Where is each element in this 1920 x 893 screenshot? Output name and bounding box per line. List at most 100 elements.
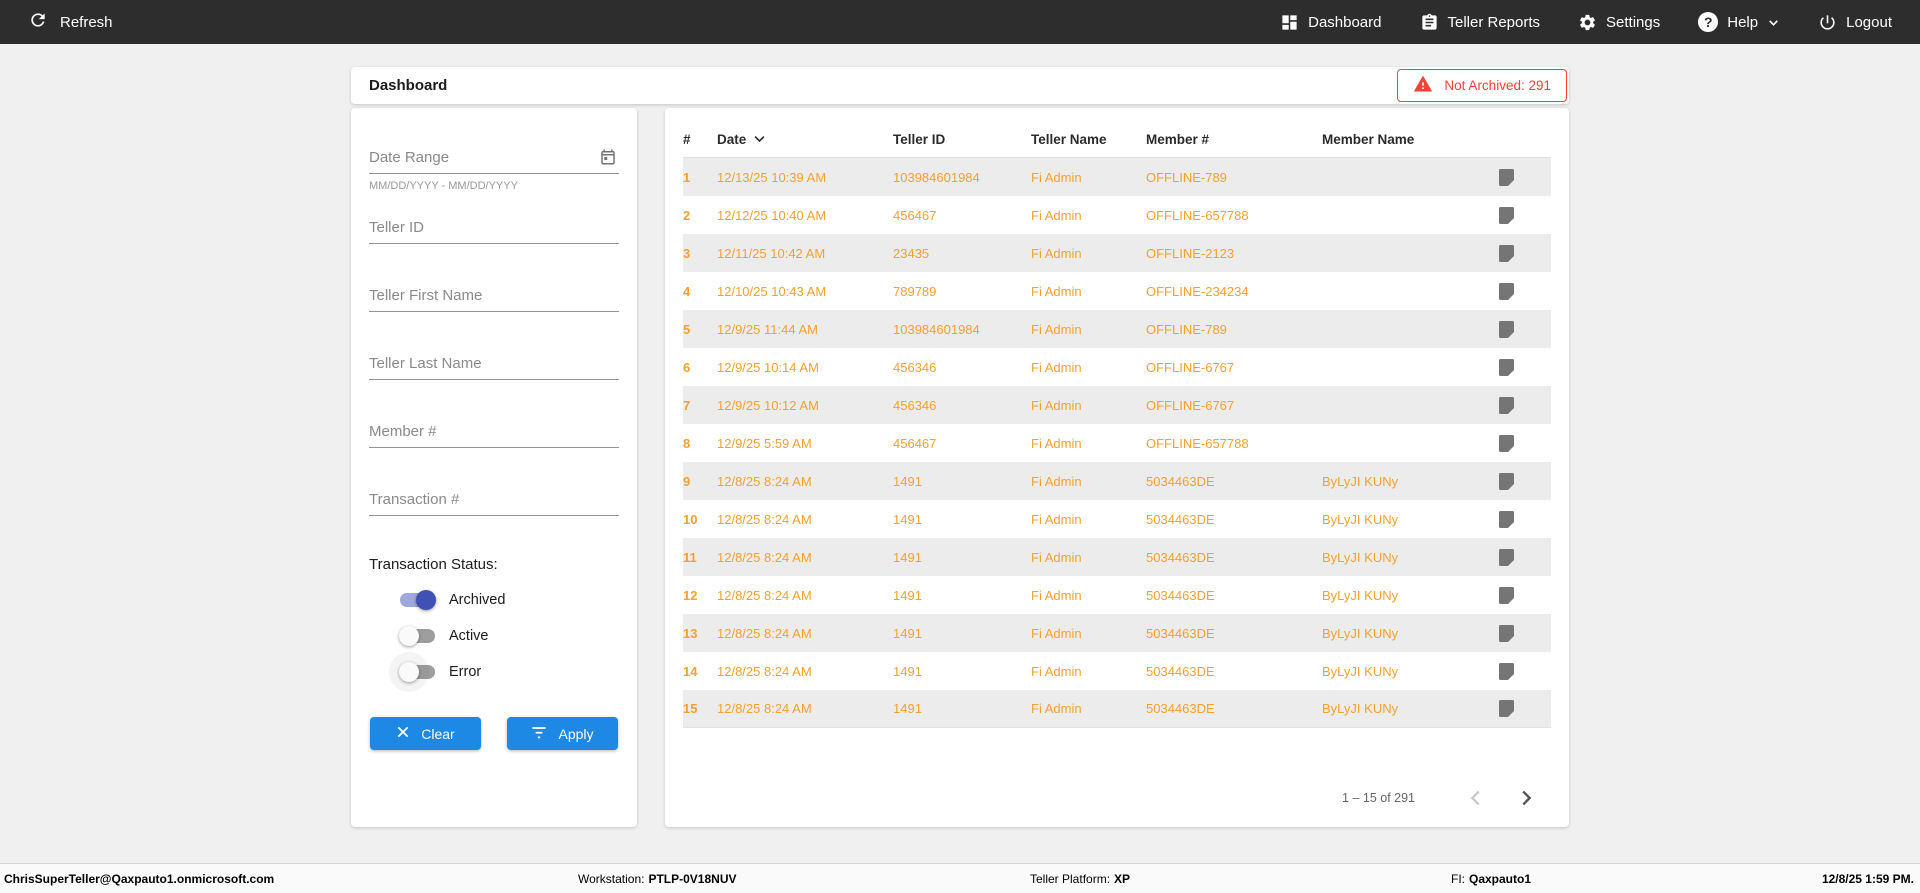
table-row[interactable]: 1 12/13/25 10:39 AM 103984601984 Fi Admin OF… — [683, 158, 1551, 196]
member-number-input[interactable] — [369, 420, 619, 448]
table-row[interactable]: 12 12/8/25 8:24 AM 1491 Fi Admin 5034463DE By… — [683, 576, 1551, 614]
user-email: ChrisSuperTeller@Qaxpauto1.onmicrosoft.c… — [4, 871, 275, 886]
cell-teller-id: 1491 — [893, 473, 922, 489]
note-icon[interactable] — [1498, 700, 1514, 717]
row-actions-cell — [1461, 396, 1551, 414]
table-row[interactable]: 2 12/12/25 10:40 AM 456467 Fi Admin OFFLINE-… — [683, 196, 1551, 234]
row-actions-cell — [1461, 320, 1551, 338]
cell-date: 12/8/25 8:24 AM — [717, 587, 812, 603]
table-row[interactable]: 13 12/8/25 8:24 AM 1491 Fi Admin 5034463DE By… — [683, 614, 1551, 652]
cell-member-number: OFFLINE-789 — [1146, 321, 1227, 337]
note-icon[interactable] — [1498, 206, 1514, 224]
cell-member-number: OFFLINE-2123 — [1146, 245, 1235, 261]
row-actions-cell — [1461, 434, 1551, 452]
row-number: 4 — [683, 283, 691, 299]
col-header-date[interactable]: Date — [717, 131, 893, 149]
toggle-label: Archived — [449, 592, 506, 608]
cell-member-number: OFFLINE-234234 — [1146, 283, 1249, 299]
note-icon[interactable] — [1498, 244, 1514, 262]
cell-teller-id: 1491 — [893, 511, 922, 527]
cell-teller-id: 1491 — [893, 663, 922, 679]
cell-member-name: ByLyJI KUNy — [1322, 549, 1399, 565]
cell-member-number: 5034463DE — [1146, 587, 1215, 603]
row-actions-cell — [1461, 624, 1551, 642]
cell-teller-name: Fi Admin — [1031, 549, 1082, 565]
note-icon[interactable] — [1498, 472, 1514, 490]
not-archived-badge[interactable]: Not Archived: 291 — [1397, 69, 1567, 102]
table-row[interactable]: 9 12/8/25 8:24 AM 1491 Fi Admin 5034463DE ByL… — [683, 462, 1551, 500]
date-range-input[interactable] — [369, 146, 619, 174]
note-icon[interactable] — [1498, 320, 1514, 338]
note-icon[interactable] — [1498, 586, 1514, 604]
table-row[interactable]: 8 12/9/25 5:59 AM 456467 Fi Admin OFFLINE-65… — [683, 424, 1551, 462]
nav-item-help[interactable]: Help — [1698, 12, 1780, 32]
note-icon[interactable] — [1498, 510, 1514, 528]
note-icon[interactable] — [1498, 624, 1514, 642]
cell-date: 12/8/25 8:24 AM — [717, 549, 812, 565]
note-icon[interactable] — [1498, 282, 1514, 300]
teller-id-input[interactable] — [369, 216, 619, 244]
row-actions-cell — [1461, 282, 1551, 300]
table-row[interactable]: 11 12/8/25 8:24 AM 1491 Fi Admin 5034463DE By… — [683, 538, 1551, 576]
nav-item-logout[interactable]: Logout — [1818, 13, 1892, 32]
table-row[interactable]: 14 12/8/25 8:24 AM 1491 Fi Admin 5034463DE By… — [683, 652, 1551, 690]
cell-date: 12/11/25 10:42 AM — [717, 245, 826, 261]
row-actions-cell — [1461, 510, 1551, 528]
cell-member-name: ByLyJI KUNy — [1322, 701, 1399, 716]
previous-page-button[interactable] — [1463, 785, 1489, 811]
toggle-switch[interactable] — [399, 662, 436, 682]
col-header-teller-name[interactable]: Teller Name — [1031, 132, 1107, 147]
note-icon[interactable] — [1498, 358, 1514, 376]
note-icon[interactable] — [1498, 396, 1514, 414]
note-icon[interactable] — [1498, 434, 1514, 452]
table-row[interactable]: 6 12/9/25 10:14 AM 456346 Fi Admin OFFLINE-6… — [683, 348, 1551, 386]
filter-buttons: Clear Apply — [369, 717, 619, 750]
note-icon[interactable] — [1498, 548, 1514, 566]
teller-last-name-input[interactable] — [369, 352, 619, 380]
sort-chevron-down-icon — [752, 131, 767, 149]
cell-teller-id: 1491 — [893, 701, 922, 716]
table-row[interactable]: 5 12/9/25 11:44 AM 103984601984 Fi Admin OFF… — [683, 310, 1551, 348]
toggle-switch[interactable] — [399, 626, 436, 646]
teller-first-name-input[interactable] — [369, 284, 619, 312]
page-header-card: Dashboard Not Archived: 291 — [351, 67, 1569, 104]
note-icon[interactable] — [1498, 662, 1514, 680]
row-number: 15 — [683, 701, 698, 716]
cell-teller-name: Fi Admin — [1031, 207, 1082, 223]
row-actions-cell — [1461, 700, 1551, 717]
clear-button[interactable]: Clear — [370, 717, 481, 750]
table-row[interactable]: 10 12/8/25 8:24 AM 1491 Fi Admin 5034463DE By… — [683, 500, 1551, 538]
cell-teller-id: 103984601984 — [893, 169, 980, 185]
table-row[interactable]: 3 12/11/25 10:42 AM 23435 Fi Admin OFFLINE-2… — [683, 234, 1551, 272]
calendar-icon[interactable] — [599, 148, 617, 171]
nav-settings-label: Settings — [1606, 13, 1661, 31]
nav-dashboard-label: Dashboard — [1308, 13, 1382, 31]
transaction-number-input[interactable] — [369, 488, 619, 516]
toggle-switch[interactable] — [399, 590, 436, 610]
cell-teller-name: Fi Admin — [1031, 169, 1082, 185]
col-header-teller-id[interactable]: Teller ID — [893, 132, 946, 147]
col-header-member-name[interactable]: Member Name — [1322, 132, 1415, 147]
col-header-member-number[interactable]: Member # — [1146, 132, 1210, 147]
table-row[interactable]: 4 12/10/25 10:43 AM 789789 Fi Admin OFFLINE-… — [683, 272, 1551, 310]
nav-item-dashboard[interactable]: Dashboard — [1280, 13, 1382, 32]
nav-help-label: Help — [1727, 13, 1759, 31]
note-icon[interactable] — [1498, 168, 1514, 186]
cell-date: 12/10/25 10:43 AM — [717, 283, 827, 299]
cell-date: 12/8/25 8:24 AM — [717, 625, 812, 641]
row-number: 2 — [683, 207, 691, 223]
teller-first-name-field-group — [369, 284, 619, 312]
nav-item-settings[interactable]: Settings — [1578, 13, 1660, 32]
cell-teller-name: Fi Admin — [1031, 511, 1082, 527]
apply-button[interactable]: Apply — [507, 717, 618, 750]
table-row[interactable]: 15 12/8/25 8:24 AM 1491 Fi Admin 5034463DE By… — [683, 690, 1551, 728]
table-row[interactable]: 7 12/9/25 10:12 AM 456346 Fi Admin OFFLINE-6… — [683, 386, 1551, 424]
nav-item-teller-reports[interactable]: Teller Reports — [1420, 13, 1540, 32]
cell-teller-name: Fi Admin — [1031, 435, 1082, 451]
clear-label: Clear — [421, 725, 455, 742]
col-header-num: # — [683, 132, 691, 147]
next-page-button[interactable] — [1513, 785, 1539, 811]
row-number: 5 — [683, 321, 691, 337]
cell-member-number: 5034463DE — [1146, 625, 1215, 641]
refresh-button[interactable]: Refresh — [28, 10, 113, 34]
